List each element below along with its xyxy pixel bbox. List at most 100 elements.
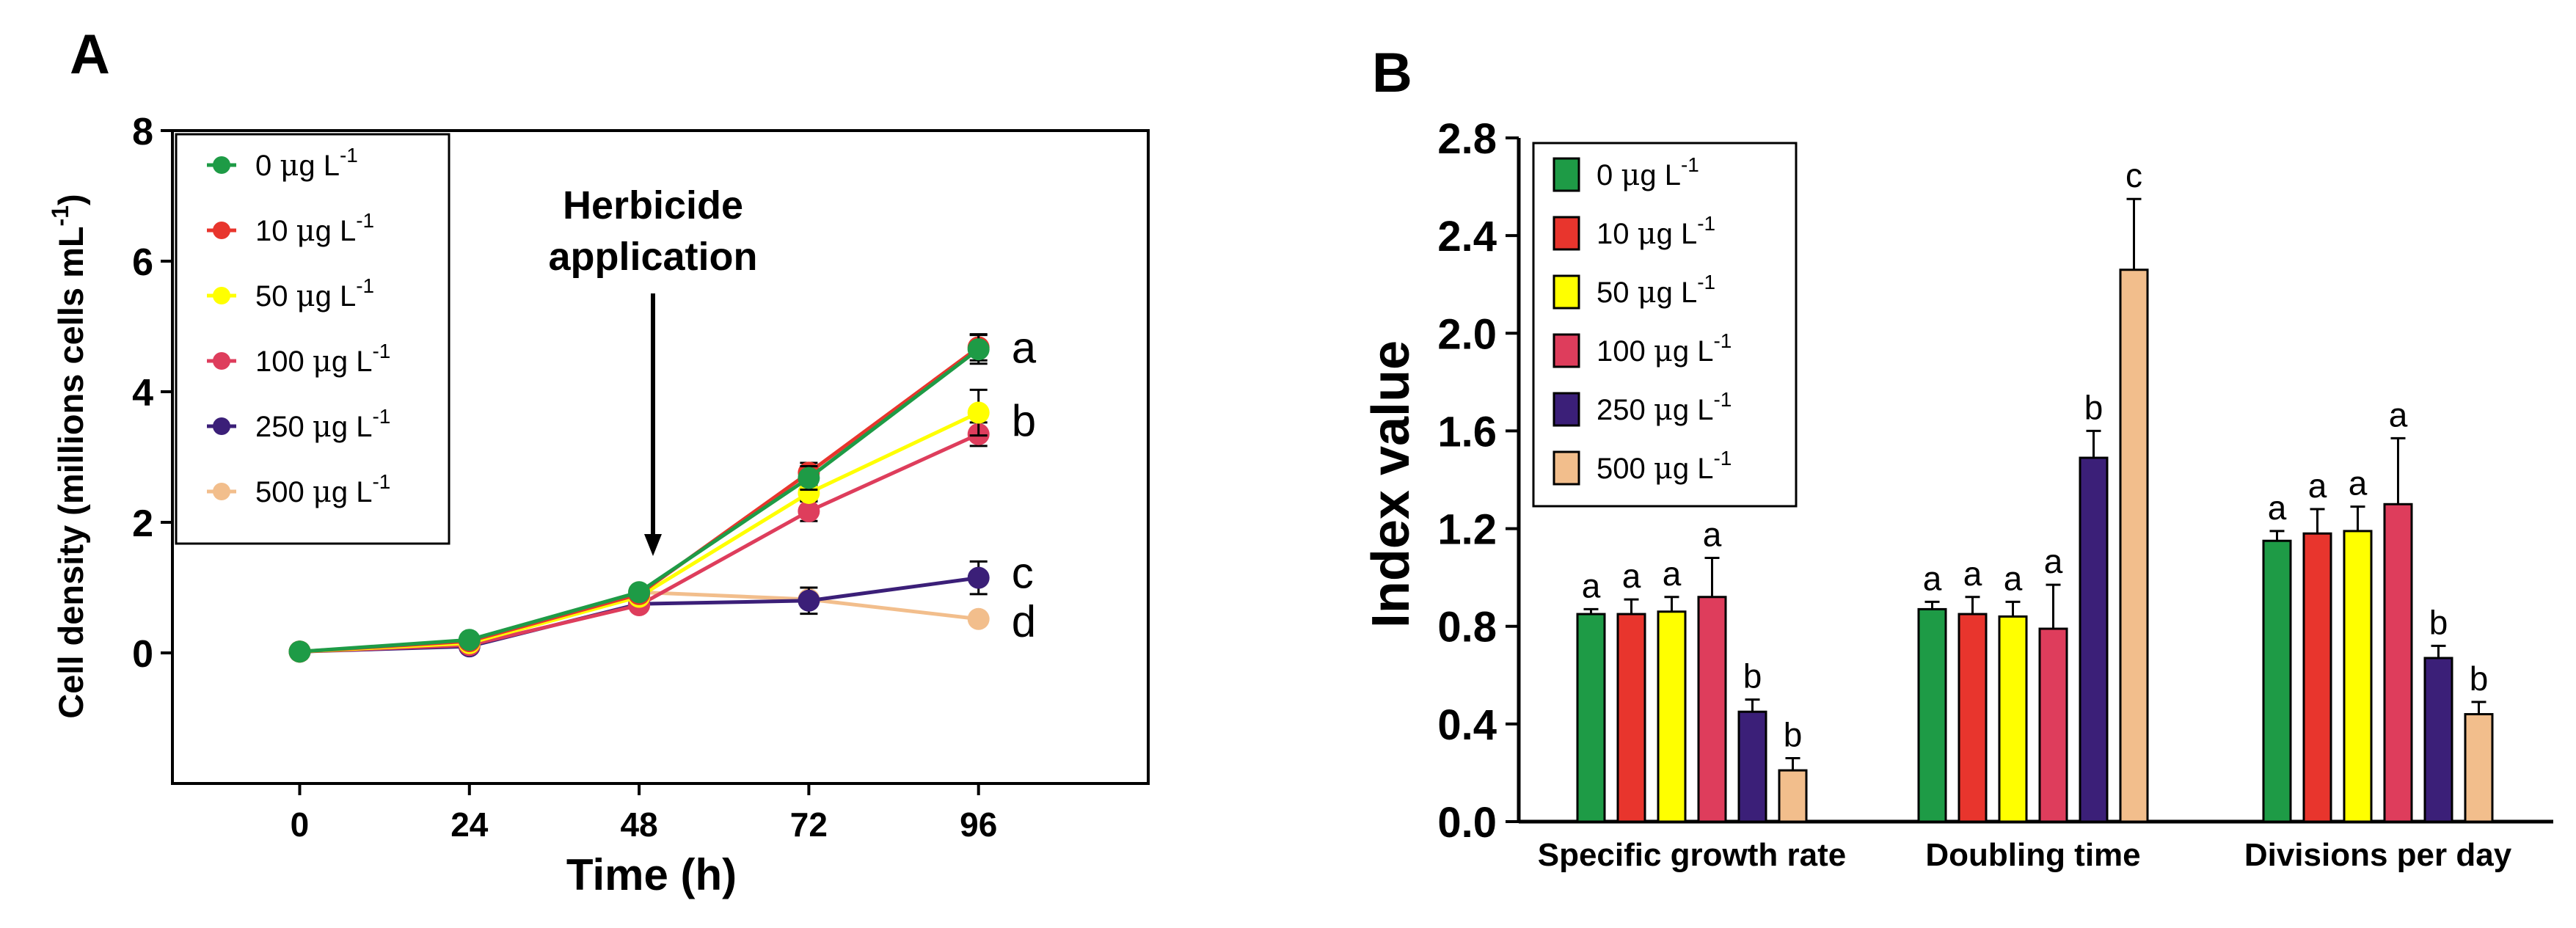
legend-label-sup: -1 [372, 470, 390, 493]
y-tick-label: 8 [132, 111, 153, 153]
legend-label-100: 100 μg L-1 [1597, 329, 1732, 368]
legend-item-10: 10 μg L-1 [207, 209, 374, 248]
legend-label-mu: μ [313, 475, 332, 509]
y-tick-label: 2.0 [1437, 310, 1497, 358]
legend-label-mu: μ [1638, 276, 1657, 310]
legend-label-unit: g L [1673, 394, 1714, 426]
legend-label-sup: -1 [1713, 329, 1732, 352]
legend-label-prefix: 50 [255, 280, 296, 313]
legend-label-250: 250 μg L-1 [1597, 388, 1732, 427]
bar-500 [1778, 769, 1808, 823]
y-tick-label: 2 [132, 503, 153, 545]
legend-label-sup: -1 [1681, 153, 1699, 176]
significance-letter: a [1582, 566, 1601, 604]
panel-b-legend-box [1532, 142, 1798, 508]
legend-label-mu: μ [296, 280, 315, 313]
bar-10 [2302, 532, 2332, 823]
significance-letter: a [1622, 557, 1641, 595]
legend-label-sup: -1 [340, 144, 358, 167]
bar-0 [1917, 607, 1947, 823]
legend-label-sup: -1 [1713, 447, 1732, 470]
data-point-0 [458, 629, 481, 651]
data-point-500 [967, 607, 990, 630]
legend-swatch-100 [1552, 333, 1580, 368]
data-point-0 [628, 581, 651, 604]
y-tick-label: 1.2 [1437, 506, 1497, 554]
legend-label-unit: g L [315, 280, 357, 313]
legend-swatch-10 [1552, 216, 1580, 251]
legend-label-prefix: 0 [1597, 159, 1621, 191]
significance-letter: c [2126, 156, 2142, 194]
legend-label-unit: g L [1657, 277, 1698, 309]
legend-label-mu: μ [1654, 393, 1673, 427]
significance-letter: a [1703, 516, 1722, 554]
legend-label-prefix: 500 [255, 476, 313, 508]
bar-50 [1998, 615, 2028, 823]
legend-label-prefix: 0 [255, 150, 280, 182]
legend-label-100: 100 μg L-1 [255, 340, 390, 379]
herbicide-annotation-line1: Herbicide [563, 183, 743, 227]
legend-item-100: 100 μg L-1 [207, 340, 390, 379]
legend-marker-50 [213, 287, 230, 304]
legend-label-unit: g L [299, 150, 340, 182]
legend-label-mu: μ [1638, 217, 1657, 251]
bar-50 [1657, 610, 1687, 823]
significance-letter: b [2470, 660, 2489, 698]
legend-label-mu: μ [296, 214, 315, 248]
group-label: d [1012, 596, 1036, 646]
legend-label-mu: μ [313, 345, 332, 379]
panel-b: B 0.00.40.81.21.62.02.42.8 a a aabbSpecifi… [1362, 42, 2553, 873]
y-tick-label: 0.8 [1437, 604, 1497, 651]
legend-label-unit: g L [332, 476, 373, 508]
legend-label-sup: -1 [372, 340, 390, 362]
y-tick-label: 0 [132, 633, 153, 676]
x-tick-label: 72 [790, 805, 828, 844]
data-point-50 [967, 401, 990, 424]
panel-a-x-axis-title: Time (h) [566, 850, 737, 899]
legend-label-mu: μ [1654, 452, 1673, 486]
x-tick-label: 24 [450, 805, 489, 844]
panel-a-series [288, 333, 990, 663]
legend-label-0: 0 μg L-1 [1597, 153, 1699, 192]
legend-label-sup: -1 [1713, 388, 1732, 411]
bar-0 [1576, 613, 1606, 823]
legend-swatch-500 [1552, 450, 1580, 486]
panel-a-plot-frame [171, 129, 1150, 785]
legend-label-prefix: 100 [255, 346, 313, 378]
significance-letter: b [2084, 388, 2104, 426]
legend-item-250: 250 μg L-1 [207, 405, 390, 444]
panel-a-y-axis-title-sup: -1 [47, 205, 73, 226]
legend-label-unit: g L [332, 346, 373, 378]
data-point-100 [798, 500, 820, 522]
legend-label-prefix: 100 [1597, 335, 1654, 368]
legend-label-prefix: 250 [255, 411, 313, 443]
bar-100 [2383, 503, 2413, 823]
group-label: c [1012, 548, 1034, 597]
panel-b-y-axis-title: Index value [1362, 340, 1420, 628]
legend-marker-10 [213, 222, 230, 239]
legend-item-10: 10 μg L-1 [1552, 212, 1715, 251]
legend-label-mu: μ [1654, 335, 1673, 368]
legend-label-sup: -1 [1697, 271, 1715, 293]
panel-a-y-axis-title: Cell density (millions cells mL-1) [47, 194, 90, 718]
significance-letter: a [2004, 559, 2023, 597]
legend-label-10: 10 μg L-1 [255, 209, 374, 248]
data-point-0 [288, 640, 311, 663]
legend-marker-250 [213, 417, 230, 435]
bar-100 [2038, 627, 2068, 823]
bar-250 [2423, 657, 2453, 823]
legend-label-prefix: 500 [1597, 453, 1654, 485]
legend-label-sup: -1 [356, 209, 374, 232]
bar-100 [1697, 596, 1727, 823]
y-tick-label: 0.4 [1437, 701, 1497, 749]
y-tick-label: 1.6 [1437, 408, 1497, 456]
legend-label-sup: -1 [356, 274, 374, 297]
legend-label-500: 500 μg L-1 [1597, 447, 1732, 486]
x-tick-label: 96 [960, 805, 997, 844]
bar-500 [2464, 713, 2494, 823]
significance-letter: b [1743, 657, 1762, 695]
legend-label-prefix: 50 [1597, 277, 1638, 309]
